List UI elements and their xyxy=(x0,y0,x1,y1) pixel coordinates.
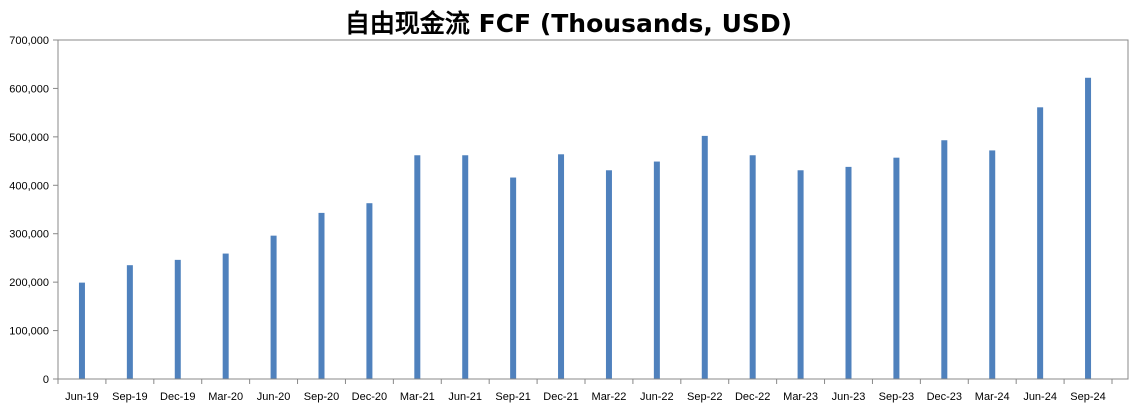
x-axis-ticks: Jun-19 Sep-19 Dec-19 Mar-20 Jun-20 Sep-20 Dec-… xyxy=(57,379,1113,403)
y-tick-label: 300,000 xyxy=(9,229,49,241)
bar-Mar-22 xyxy=(605,170,612,379)
x-tick-label: Jun-24 xyxy=(1023,391,1057,403)
bar-Dec-19 xyxy=(174,259,181,379)
bar-Mar-21 xyxy=(414,155,421,379)
x-tick-label: Sep-19 xyxy=(112,391,147,403)
x-tick-label: Dec-22 xyxy=(735,391,770,403)
bar-series xyxy=(78,77,1092,380)
y-tick-label: 400,000 xyxy=(9,180,49,192)
bar-Dec-23 xyxy=(941,140,948,379)
x-tick-label: Jun-23 xyxy=(832,391,866,403)
y-tick-label: 0 xyxy=(43,374,49,386)
bar-Dec-21 xyxy=(558,154,565,379)
x-tick-label: Jun-22 xyxy=(640,391,674,403)
bar-Sep-23 xyxy=(893,157,900,379)
bar-Mar-24 xyxy=(989,150,996,379)
x-tick-label: Dec-23 xyxy=(927,391,962,403)
y-axis-ticks: 0 100,000 200,000 300,000 400,000 500,000 600,… xyxy=(9,35,58,386)
bar-Jun-22 xyxy=(653,161,660,379)
chart-title: 自由现金流 FCF (Thousands, USD) xyxy=(344,9,793,38)
bar-Jun-19 xyxy=(78,282,85,379)
bar-Sep-22 xyxy=(701,135,708,379)
bar-Dec-22 xyxy=(749,155,756,379)
y-tick-label: 100,000 xyxy=(9,326,49,338)
bar-Mar-20 xyxy=(222,253,229,379)
x-tick-label: Sep-23 xyxy=(879,391,914,403)
x-tick-label: Sep-22 xyxy=(687,391,722,403)
bar-Jun-24 xyxy=(1037,107,1044,380)
x-tick-label: Mar-20 xyxy=(208,391,243,403)
bar-Sep-19 xyxy=(126,265,133,379)
x-tick-label: Dec-21 xyxy=(543,391,578,403)
y-tick-label: 200,000 xyxy=(9,277,49,289)
x-tick-label: Mar-23 xyxy=(783,391,818,403)
y-tick-label: 500,000 xyxy=(9,132,49,144)
plot-area-border xyxy=(57,39,1129,380)
bar-Dec-20 xyxy=(366,203,373,379)
bar-Jun-21 xyxy=(462,155,469,379)
x-tick-label: Sep-20 xyxy=(304,391,339,403)
bar-Sep-20 xyxy=(318,212,325,379)
x-tick-label: Sep-21 xyxy=(495,391,530,403)
bar-Jun-23 xyxy=(845,166,852,379)
bar-Jun-20 xyxy=(270,235,277,379)
bar-Sep-21 xyxy=(510,177,517,379)
x-tick-label: Jun-20 xyxy=(257,391,291,403)
y-tick-label: 600,000 xyxy=(9,83,49,95)
x-tick-label: Mar-21 xyxy=(400,391,435,403)
x-tick-label: Mar-22 xyxy=(592,391,627,403)
x-tick-label: Mar-24 xyxy=(975,391,1010,403)
x-tick-label: Dec-19 xyxy=(160,391,195,403)
bar-Sep-24 xyxy=(1085,77,1092,379)
x-tick-label: Jun-21 xyxy=(448,391,482,403)
y-tick-label: 700,000 xyxy=(9,35,49,47)
x-tick-label: Sep-24 xyxy=(1070,391,1105,403)
x-tick-label: Jun-19 xyxy=(65,391,99,403)
bar-Mar-23 xyxy=(797,170,804,379)
x-tick-label: Dec-20 xyxy=(352,391,387,403)
